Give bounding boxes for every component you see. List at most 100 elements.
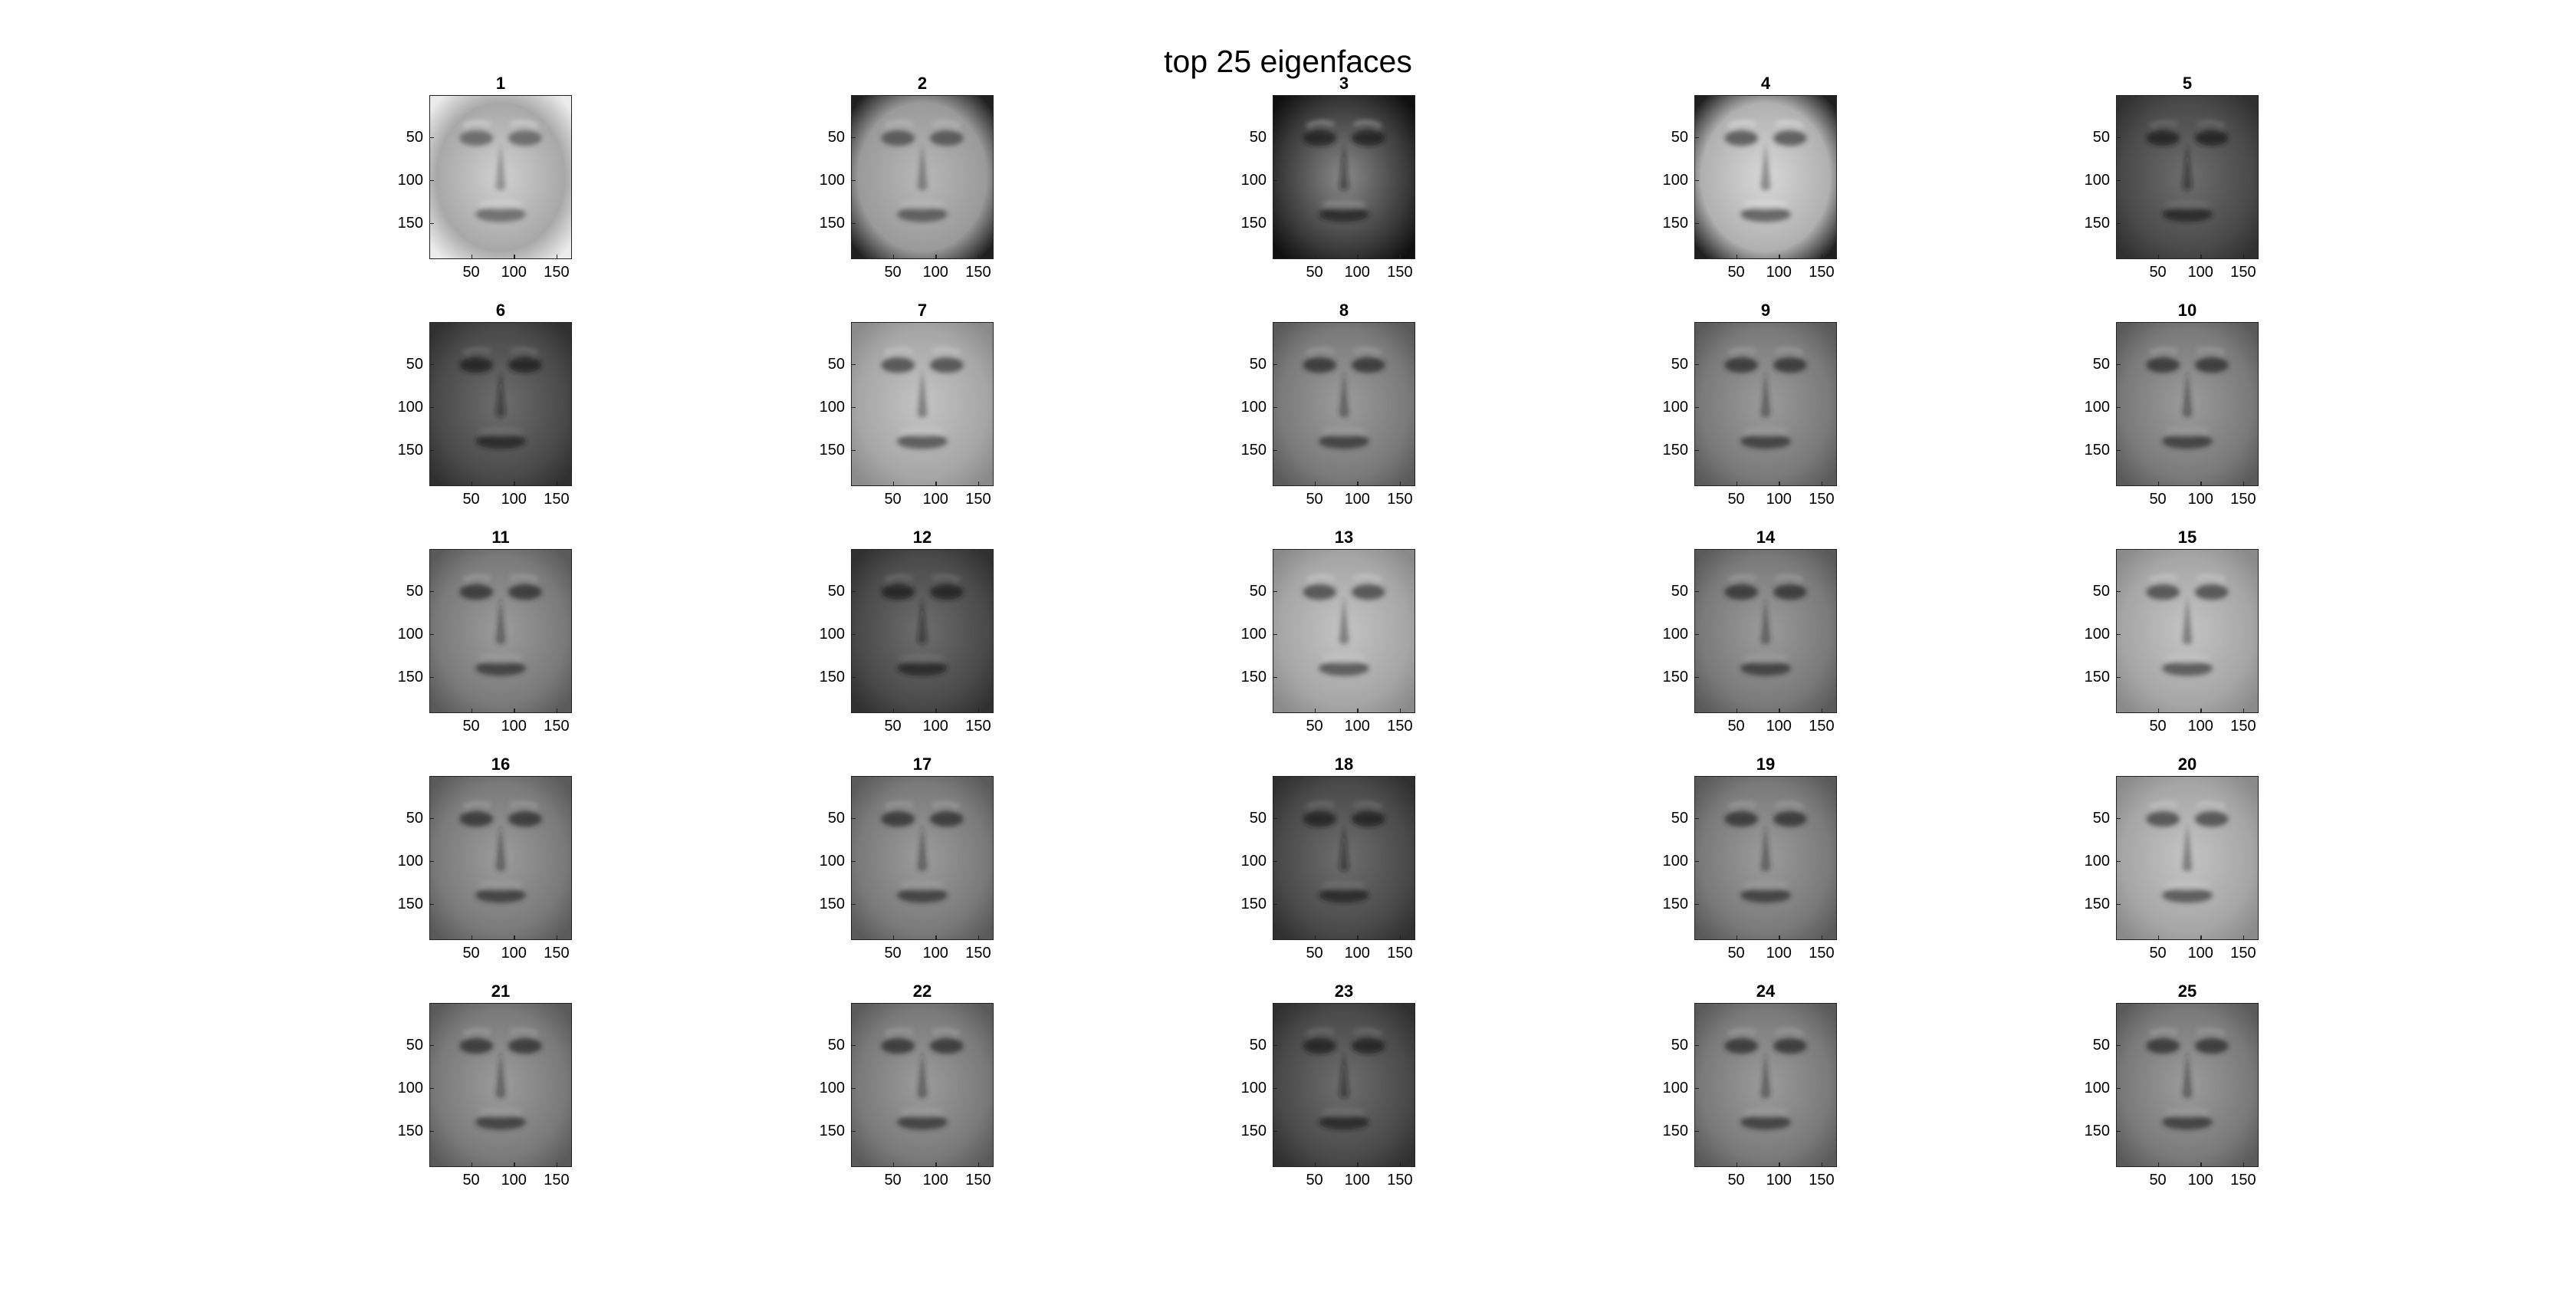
y-tick-label: 150 [397,214,423,232]
x-tick-mark [1821,935,1823,940]
x-tick-label: 50 [462,945,480,962]
eigenface-panel: 14 [1595,528,1917,750]
y-tick-mark [2116,860,2121,863]
x-tick-mark [2157,255,2160,259]
y-tick-label: 100 [2084,171,2110,189]
y-tick-label: 100 [1662,1079,1688,1097]
x-tick-mark [556,709,558,713]
x-tick-label: 150 [965,718,991,735]
eigenface-image [851,95,994,259]
eigenface-panel: 15 [2016,528,2338,750]
y-tick-mark [1694,136,1699,139]
eigenface-image [1694,95,1837,259]
eigenface-panel: 8 [1173,301,1495,523]
x-tick-mark [556,935,558,940]
x-tick-mark [2200,709,2202,713]
eigenface-image [1273,95,1415,259]
x-tick-mark [2242,709,2245,713]
eigenface-panel: 24 [1595,981,1917,1204]
x-tick-mark [2200,255,2202,259]
eigenface-panel: 23 [1173,981,1495,1204]
y-tick-mark [2116,590,2121,593]
x-tick-mark [1821,255,1823,259]
y-tick-mark [1273,1130,1277,1133]
y-tick-mark [2116,633,2121,636]
x-tick-label: 50 [2149,945,2167,962]
x-tick-label: 100 [1344,945,1370,962]
panel-title: 1 [495,74,506,93]
x-tick-label: 50 [1306,1172,1323,1189]
y-tick-mark [429,179,434,182]
y-tick-mark [429,817,434,820]
y-tick-mark [1273,179,1277,182]
y-tick-label: 50 [1249,582,1267,600]
eigenface-image [1694,549,1837,713]
y-tick-mark [851,903,856,906]
y-tick-label: 50 [1671,355,1688,373]
y-tick-label: 100 [819,171,845,189]
x-tick-mark [2157,709,2160,713]
x-tick-mark [514,1162,515,1167]
y-tick-label: 150 [1662,214,1688,232]
y-tick-label: 150 [819,668,845,686]
y-tick-mark [429,449,434,452]
x-tick-mark [978,255,980,259]
x-tick-label: 100 [1344,718,1370,735]
panel-title: 19 [1756,755,1776,774]
eigenface-panel: 17 [751,755,1073,977]
y-tick-mark [1694,817,1699,820]
y-tick-label: 100 [1662,171,1688,189]
x-tick-label: 50 [1306,718,1323,735]
x-tick-label: 150 [544,491,570,508]
eigenface-image [2116,1003,2259,1167]
x-tick-label: 100 [1766,1172,1792,1189]
panel-title: 14 [1756,528,1776,547]
y-tick-mark [1694,179,1699,182]
y-tick-mark [2116,363,2121,366]
eigenface-panel: 19 [1595,755,1917,977]
x-tick-mark [471,1162,473,1167]
x-tick-label: 100 [2187,718,2213,735]
x-tick-label: 100 [501,945,527,962]
x-tick-mark [1779,935,1780,940]
x-tick-label: 150 [1387,491,1413,508]
x-tick-label: 150 [965,491,991,508]
panel-title: 7 [917,301,928,320]
y-tick-label: 50 [406,582,423,600]
y-tick-label: 50 [2092,128,2110,146]
y-tick-label: 100 [819,398,845,416]
eigenface-panel: 11 [330,528,652,750]
y-tick-label: 50 [406,128,423,146]
x-tick-mark [514,935,515,940]
x-tick-label: 50 [884,264,902,281]
y-tick-mark [1273,860,1277,863]
y-tick-label: 50 [827,355,845,373]
x-tick-label: 50 [1727,945,1745,962]
x-tick-label: 100 [1766,264,1792,281]
x-tick-mark [978,1162,980,1167]
y-tick-label: 50 [406,809,423,827]
y-tick-mark [2116,1130,2121,1133]
eigenface-image [1694,1003,1837,1167]
x-tick-label: 150 [1809,718,1835,735]
x-tick-label: 50 [1306,491,1323,508]
y-tick-mark [1694,860,1699,863]
y-tick-mark [1694,633,1699,636]
y-tick-label: 50 [827,809,845,827]
y-tick-label: 50 [2092,1036,2110,1054]
x-tick-label: 100 [922,264,948,281]
x-tick-label: 50 [1306,264,1323,281]
y-tick-label: 100 [2084,398,2110,416]
eigenface-image [1694,776,1837,940]
eigenface-panel: 4 [1595,74,1917,296]
y-tick-mark [851,590,856,593]
y-tick-label: 150 [1662,895,1688,912]
y-tick-mark [1273,136,1277,139]
y-tick-label: 50 [1671,809,1688,827]
x-tick-mark [1314,255,1316,259]
x-tick-label: 100 [1344,491,1370,508]
x-tick-mark [471,935,473,940]
y-tick-mark [1273,817,1277,820]
y-tick-mark [851,1087,856,1090]
y-tick-label: 100 [1662,398,1688,416]
